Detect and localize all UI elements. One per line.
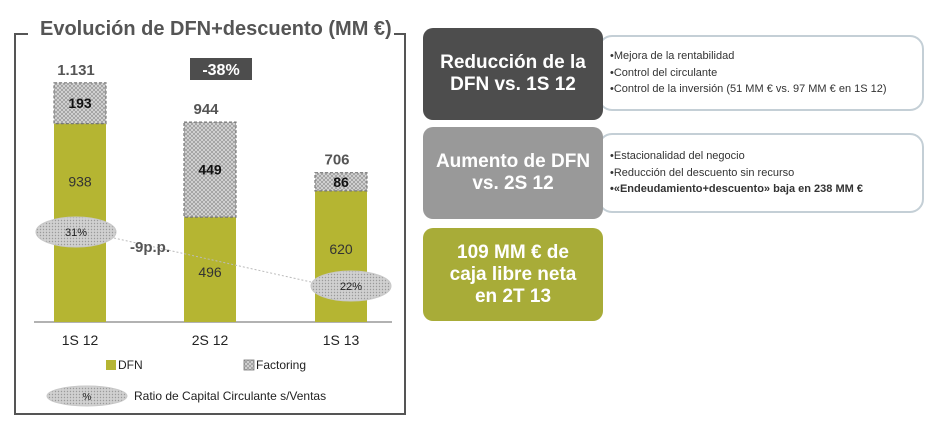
panel-2-heading-text: Aumento de DFN vs. 2S 12 [435, 151, 591, 194]
chart-frame-right [404, 33, 406, 415]
panel-2-heading: Aumento de DFN vs. 2S 12 [423, 127, 603, 219]
chart-frame-bottom [14, 413, 406, 415]
factoring-bar [53, 82, 107, 125]
panel-1-details: •Mejora de la rentabilidad •Control del … [598, 35, 924, 111]
dfn-value-label: 938 [68, 174, 92, 190]
factoring-bar [183, 121, 237, 218]
factoring-value-label: 86 [333, 174, 349, 190]
chart-plot: 31% 22% 938 193 1.131 1S 12 496 449 944 2S 12 620… [34, 58, 392, 407]
legend-dfn-swatch [106, 360, 116, 370]
legend-ratio-label: Ratio de Capital Circulante s/Ventas [134, 389, 326, 403]
panel-1-bullet: •Mejora de la rentabilidad [610, 50, 735, 62]
category-tick-label: 1S 13 [323, 332, 360, 348]
total-value-label: 706 [324, 152, 349, 169]
ratio-ellipse [35, 216, 117, 248]
chart-frame-top [14, 33, 28, 35]
panel-1-bullet: •Control de la inversión (51 MM € vs. 97… [610, 83, 887, 95]
total-value-label: 1.131 [57, 62, 95, 79]
ratio-ellipse [310, 270, 392, 302]
percentage-point-change-label: -9p.p. [130, 239, 170, 256]
change-percent-label: -38% [202, 62, 239, 79]
panel-2-bullet: •Reducción del descuento sin recurso [610, 166, 795, 179]
dfn-value-label: 620 [329, 241, 353, 257]
legend-factoring-swatch [243, 359, 255, 371]
legend-dfn-label: DFN [118, 358, 143, 372]
panel-3-heading-text: 109 MM € de caja libre neta en 2T 13 [449, 241, 577, 307]
panel-1-heading: Reducción de la DFN vs. 1S 12 [423, 28, 603, 120]
factoring-value-label: 449 [198, 162, 222, 178]
legend-ratio-symbol: % [83, 392, 92, 403]
ratio-connector-line [113, 237, 312, 283]
change-percent-badge [190, 58, 252, 80]
panel-2-bullet: •«Endeudamiento+descuento» baja en 238 M… [610, 183, 863, 195]
ratio-value-label: 22% [340, 281, 362, 293]
ratio-value-label: 31% [65, 227, 87, 239]
panel-3-heading: 109 MM € de caja libre neta en 2T 13 [423, 228, 603, 321]
panel-2-details: •Estacionalidad del negocio •Reducción d… [598, 133, 924, 213]
dfn-bar [184, 217, 236, 322]
category-tick-label: 2S 12 [192, 332, 229, 348]
dfn-value-label: 496 [198, 264, 222, 280]
category-tick-label: 1S 12 [62, 332, 99, 348]
total-value-label: 944 [193, 101, 219, 118]
chart-frame-top-right [392, 33, 406, 35]
legend-ratio-swatch [46, 385, 128, 407]
panel-2-bullet: •Estacionalidad del negocio [610, 150, 745, 162]
factoring-value-label: 193 [68, 95, 92, 111]
panel-1-bullet: •Control del circulante [610, 66, 718, 79]
factoring-bar [314, 172, 368, 192]
panel-1-heading-text: Reducción de la DFN vs. 1S 12 [440, 52, 586, 95]
legend-factoring-label: Factoring [256, 358, 306, 372]
chart-title: Evolución de DFN+descuento (MM €) [38, 18, 394, 41]
chart-frame-left [14, 33, 16, 415]
